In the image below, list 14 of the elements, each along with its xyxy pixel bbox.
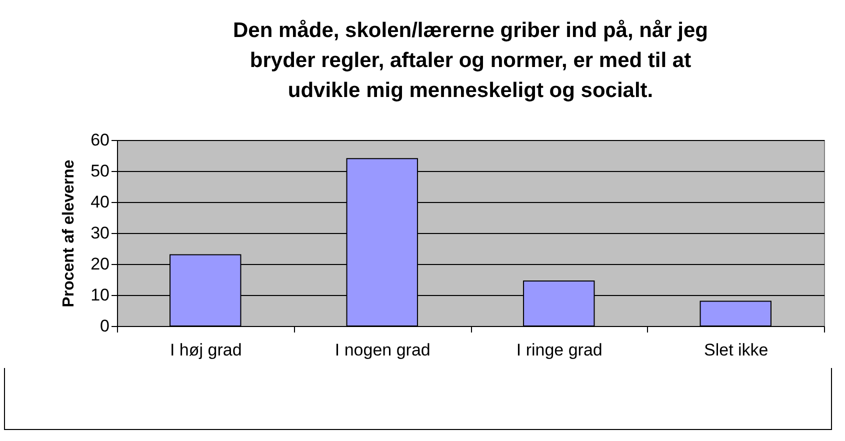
x-tick-label: Slet ikke (704, 340, 768, 360)
chart-title: Den måde, skolen/lærerne griber ind på, når jeg bryder regler, aftaler og normer, er med til at udvikle mig menneskeligt og socialt. (233, 19, 708, 102)
y-tick-label: 30 (90, 224, 110, 242)
x-tick-label: I høj grad (170, 340, 242, 360)
x-tick-label: I ringe grad (516, 340, 602, 360)
y-tick-label: 60 (90, 130, 110, 150)
y-axis-title: Procent af eleverne (60, 160, 78, 308)
x-tick-label: I nogen grad (334, 340, 430, 360)
bar (700, 300, 772, 326)
y-tick-label: 10 (90, 286, 110, 304)
y-tick-label: 40 (90, 192, 110, 212)
y-tick-label: 20 (90, 254, 110, 274)
y-tick-label: 0 (100, 316, 110, 336)
y-tick-label: 50 (90, 162, 110, 180)
